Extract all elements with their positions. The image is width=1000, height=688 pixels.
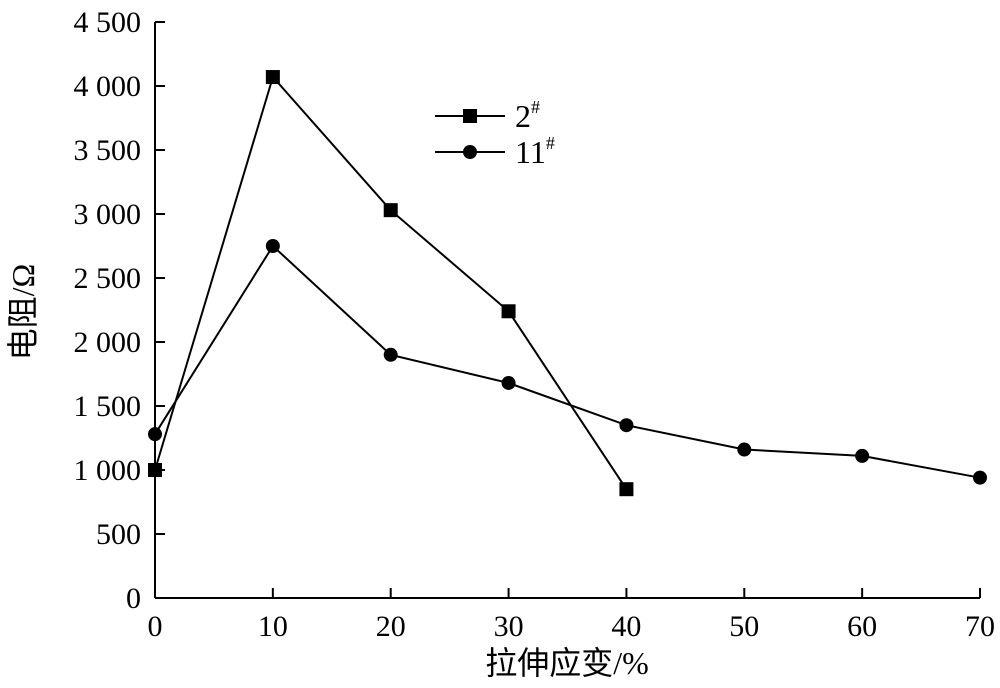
legend-marker — [463, 145, 477, 159]
data-point — [148, 427, 162, 442]
y-axis-title: 电阻/Ω — [5, 264, 41, 361]
y-tick-label: 500 — [96, 518, 141, 551]
data-point — [148, 463, 162, 477]
legend-label: 11# — [515, 133, 555, 170]
data-point — [265, 239, 280, 253]
axes — [154, 22, 980, 599]
series-11 — [148, 239, 987, 485]
x-tick-label: 70 — [965, 610, 995, 643]
data-point — [737, 442, 752, 457]
series-2 — [148, 70, 634, 497]
legend-label: 2# — [515, 97, 540, 134]
legend-item: 11# — [435, 133, 555, 170]
x-tick-label: 40 — [611, 610, 641, 643]
data-point — [265, 70, 280, 85]
y-tick-label: 1 500 — [74, 390, 142, 423]
series-line — [154, 74, 628, 490]
y-tick-label: 4 500 — [74, 6, 142, 39]
x-tick-label: 10 — [258, 610, 288, 643]
y-tick-label: 1 000 — [74, 454, 142, 487]
series-line — [154, 244, 981, 479]
y-tick-label: 2 000 — [74, 326, 142, 359]
y-tick-label: 3 000 — [74, 198, 142, 231]
x-tick-label: 50 — [729, 610, 759, 643]
x-tick-label: 30 — [494, 610, 524, 643]
x-tick-label: 0 — [148, 610, 163, 643]
legend-marker — [463, 109, 477, 123]
series-layer — [148, 70, 987, 497]
legend-item: 2# — [435, 97, 540, 134]
data-point — [383, 347, 398, 362]
x-tick-label: 20 — [376, 610, 406, 643]
x-tick-label: 60 — [847, 610, 877, 643]
x-axis-title: 拉伸应变/% — [485, 645, 649, 681]
data-point — [501, 304, 516, 319]
legend: 2#11# — [435, 97, 555, 170]
data-point — [855, 448, 870, 463]
y-tick-label: 2 500 — [74, 262, 142, 295]
y-tick-label: 3 500 — [74, 134, 142, 167]
y-tick-label: 4 000 — [74, 70, 142, 103]
data-point — [383, 203, 398, 218]
data-point — [501, 375, 516, 390]
data-point — [619, 482, 634, 497]
data-point — [973, 470, 987, 485]
data-point — [619, 418, 634, 433]
y-tick-label: 0 — [126, 582, 141, 615]
